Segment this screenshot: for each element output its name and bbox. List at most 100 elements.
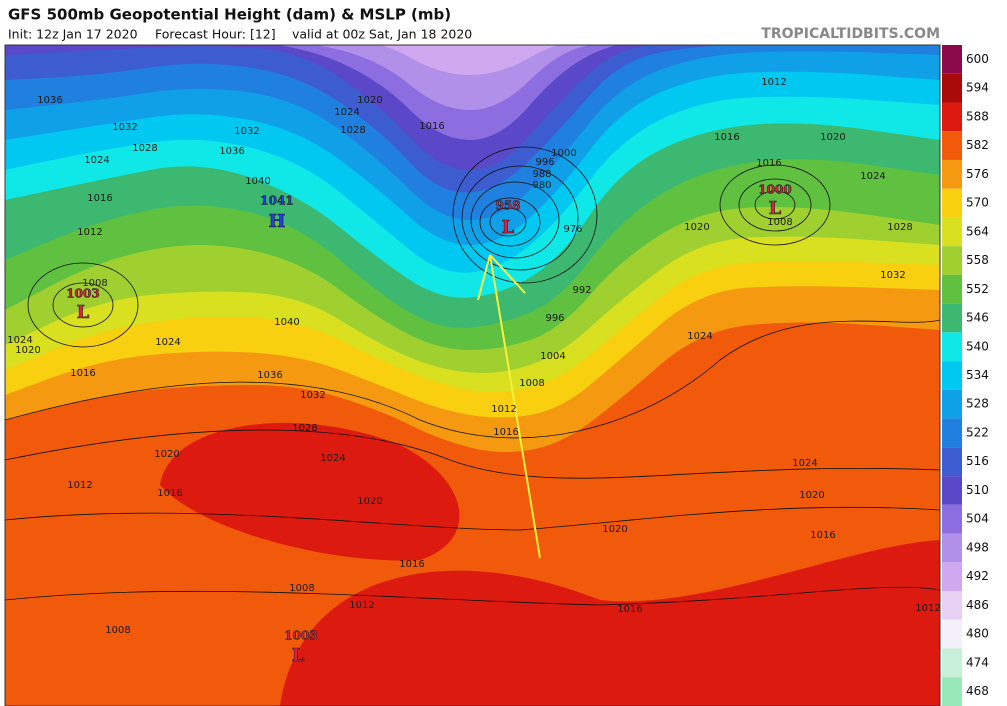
isobar-label: 1032 — [300, 390, 325, 401]
colorbar-swatch — [942, 188, 962, 218]
isobar-label: 1016 — [399, 559, 424, 570]
isobar-label: 1024 — [7, 335, 32, 346]
colorbar-label: 564 — [966, 224, 989, 238]
isobar-label: 1012 — [67, 480, 92, 491]
isobar-label: 1012 — [491, 404, 516, 415]
isobar-lines — [5, 146, 940, 606]
colorbar-label: 528 — [966, 397, 989, 411]
isobar-label: 992 — [572, 285, 591, 296]
colorbar-label: 546 — [966, 311, 989, 325]
isobar-label: 1032 — [112, 122, 137, 133]
colorbar-swatch — [942, 274, 962, 304]
isobar-label: 1016 — [70, 368, 95, 379]
isobar-label: 996 — [545, 313, 564, 324]
init-time: Init: 12z Jan 17 2020 — [8, 27, 138, 42]
map: 1036 1032 1028 1024 1016 1012 1008 1024 1020 1016… — [5, 45, 940, 706]
forecast-hour: Forecast Hour: [12] — [155, 27, 276, 42]
isobar-label: 1020 — [684, 222, 709, 233]
center-symbol: L — [77, 302, 90, 323]
isobar-label: 1024 — [334, 107, 359, 118]
isobar-label: 1024 — [320, 453, 345, 464]
center-symbol: L — [769, 198, 782, 219]
colorbar-label: 534 — [966, 368, 989, 382]
colorbar-swatch — [942, 476, 962, 505]
isobar-label: 1008 — [105, 625, 130, 636]
isobar-label: 1028 — [132, 143, 157, 154]
isobar-label: 1020 — [799, 490, 824, 501]
colorbar-label: 492 — [966, 569, 989, 583]
colorbar-label: 474 — [966, 655, 989, 669]
height-fill — [280, 540, 940, 706]
isobar-label: 1016 — [810, 530, 835, 541]
colorbar-label: 480 — [966, 627, 989, 641]
colorbar-swatch — [942, 677, 962, 706]
center-pressure: 958 — [495, 199, 520, 213]
colorbar-label: 558 — [966, 253, 989, 267]
center-symbol: H — [268, 211, 285, 232]
colorbar-swatch — [942, 102, 962, 132]
colorbar-swatch — [942, 648, 962, 678]
colorbar-label: 600 — [966, 52, 989, 66]
isobar-label: 996 — [535, 157, 554, 168]
colorbar-label: 498 — [966, 540, 989, 554]
isobar-label: 1016 — [157, 488, 182, 499]
height-fill — [379, 45, 559, 75]
isobar-label: 1040 — [245, 176, 270, 187]
isobar-label: 1024 — [155, 337, 180, 348]
colorbar-swatch — [942, 332, 962, 362]
colorbar-swatch — [942, 533, 962, 563]
isobar-label: 1032 — [234, 126, 259, 137]
colorbar-label: 582 — [966, 138, 989, 152]
isobar-label: 976 — [563, 224, 582, 235]
isobar-label: 1016 — [617, 604, 642, 615]
isobar-label: 1016 — [419, 121, 444, 132]
isobar-label: 1008 — [519, 378, 544, 389]
colorbar-label: 570 — [966, 196, 989, 210]
isobar-label: 1020 — [602, 524, 627, 535]
isobar-label: 1028 — [887, 222, 912, 233]
colorbar-label: 552 — [966, 282, 989, 296]
colorbar-swatch — [942, 131, 962, 160]
colorbar-label: 486 — [966, 598, 989, 612]
isobar-label: 1024 — [687, 331, 712, 342]
colorbar-swatch — [942, 73, 962, 103]
title: GFS 500mb Geopotential Height (dam) & MS… — [8, 6, 451, 24]
colorbar-swatch — [942, 562, 962, 592]
isobar-label: 1020 — [357, 496, 382, 507]
isobar-label: 1008 — [289, 583, 314, 594]
center-symbol: L — [502, 217, 515, 238]
colorbar-label: 516 — [966, 454, 989, 468]
isobar-label: 1036 — [257, 370, 282, 381]
isobar-label: 1036 — [37, 95, 62, 106]
isobar-label: 1012 — [915, 603, 940, 614]
annotation-arrow — [477, 254, 541, 559]
colorbar-swatch — [942, 45, 962, 74]
isobar-label: 1008 — [767, 217, 792, 228]
center-pressure: 1041 — [260, 194, 293, 208]
isobar-label: 1016 — [87, 193, 112, 204]
colorbar-swatch — [942, 159, 962, 189]
isobar-label: 1040 — [274, 317, 299, 328]
colorbar-swatch — [942, 447, 962, 477]
isobar-label: 1024 — [860, 171, 885, 182]
isobar-label: 1032 — [880, 270, 905, 281]
colorbar-label: 504 — [966, 512, 989, 526]
height-fill — [160, 422, 460, 561]
site-credit: TROPICALTIDBITS.COM — [761, 26, 940, 42]
map-frame — [4, 44, 941, 706]
colorbar-swatch — [942, 389, 962, 419]
isobar-label: 1012 — [761, 77, 786, 88]
colorbar-swatch — [942, 504, 962, 534]
isobar-label: 1008 — [82, 278, 107, 289]
isobar-label: 1000 — [551, 148, 576, 159]
center-pressure: 1000 — [758, 183, 791, 197]
colorbar-swatch — [942, 361, 962, 390]
isobar-label: 1012 — [349, 600, 374, 611]
isobar-label: 1016 — [493, 427, 518, 438]
isobar-label: 1004 — [540, 351, 565, 362]
isobar-label: 1024 — [792, 458, 817, 469]
isobar-label: 1016 — [714, 132, 739, 143]
isobar-label: 1020 — [154, 449, 179, 460]
isobar-label: 1012 — [77, 227, 102, 238]
